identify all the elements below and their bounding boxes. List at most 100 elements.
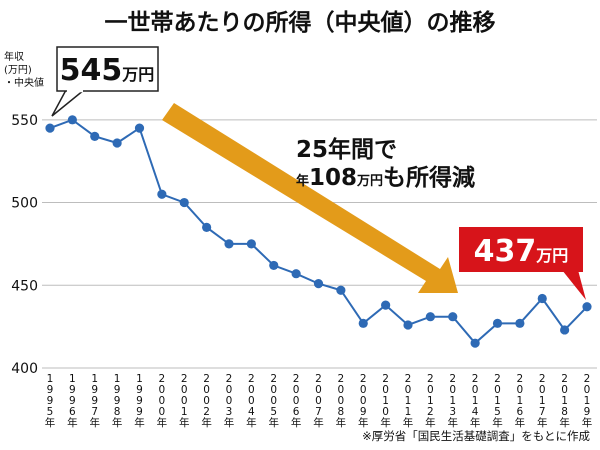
x-tick-char: 1 [405,395,412,407]
annotation-unit: 万円 [356,174,383,189]
x-tick-char: 0 [270,395,277,407]
x-tick-char: 2 [360,373,367,385]
data-point [492,318,503,328]
x-tick-char: 年 [403,416,414,429]
data-point [470,338,480,348]
chart-title: 一世帯あたりの所得（中央値）の推移 [105,9,496,36]
x-tick-char: 年 [67,416,78,429]
x-tick-char: 7 [539,406,546,418]
x-tick-char: 0 [203,395,210,407]
x-tick-char: 0 [338,395,345,407]
x-tick-char: 7 [315,406,322,418]
x-tick-char: 2 [203,406,210,418]
data-point [179,197,189,208]
x-tick-char: 0 [181,384,188,396]
x-tick-char: 9 [114,395,121,407]
data-point [67,115,77,125]
annotation-line-2: 年108万円も所得減 [296,164,475,191]
y-ticks: 400 450 500 550 [11,113,38,377]
x-tick-char: 0 [315,384,322,396]
x-tick-char: 6 [517,406,524,418]
x-tick-char: 1 [449,395,456,407]
x-tick-char: 9 [69,395,76,407]
x-tick-char: 3 [449,406,456,418]
x-tick-char: 0 [494,384,501,396]
x-tick-char: 8 [338,406,345,418]
x-tick-char: 年 [448,416,459,429]
end-callout-number: 437 [474,234,537,269]
start-callout-unit: 万円 [121,65,154,84]
x-tick-char: 0 [382,384,389,396]
data-point [336,285,346,295]
x-tick-char: 9 [584,406,591,418]
annotation-suffix: も所得減 [383,164,475,191]
x-tick-char: 2 [561,373,568,385]
data-point [112,138,122,148]
x-tick-char: 9 [136,384,143,396]
x-tick-char: 0 [539,384,546,396]
x-tick-char: 2 [226,373,233,385]
x-ticks: 1 9 9 5 年1 9 9 6 年1 9 9 7 年1 9 9 8 年1 9 9 9 年2 0 0 0 年2 0 0 1 年2 0 0 2 年… [45,373,593,429]
x-tick-char: 4 [472,406,479,418]
start-callout-label: 545万円 [60,53,155,88]
data-point [134,123,145,133]
x-tick-char: 0 [181,395,188,407]
x-tick-char: 5 [270,406,277,418]
start-callout-box [56,46,159,92]
end-callout-unit: 万円 [535,246,568,265]
x-tick-char: 年 [380,416,391,429]
x-tick-char: 1 [584,395,591,407]
x-tick-char: 年 [582,416,593,429]
x-tick-char: 2 [405,373,412,385]
x-tick-char: 0 [360,395,367,407]
end-callout-pointer [562,270,586,300]
x-tick-char: 年 [45,416,56,429]
x-tick-char: 2 [472,373,479,385]
x-tick-char: 6 [293,406,300,418]
x-tick-char: 1 [69,373,76,385]
x-tick-char: 1 [561,395,568,407]
start-callout-number: 545 [60,53,123,88]
x-tick-char: 3 [226,406,233,418]
x-tick-char: 0 [472,384,479,396]
trend-arrow-shape [162,103,458,293]
data-point [537,293,547,304]
x-tick-char: 年 [537,416,548,429]
x-tick-char: 年 [157,416,168,429]
end-callout-box [459,227,583,272]
x-tick-char: 6 [69,406,76,418]
x-tick-char: 年 [201,416,212,429]
data-point [269,260,279,271]
x-tick-char: 5 [47,406,54,418]
x-tick-char: 2 [338,373,345,385]
x-tick-char: 2 [539,373,546,385]
annotation-number: 108 [309,165,357,191]
data-point [425,312,435,322]
x-tick-char: 7 [91,406,98,418]
x-tick-char: 0 [159,384,166,396]
x-tick-char: 2 [159,373,166,385]
y-tick-label: 400 [11,361,38,377]
x-tick-char: 0 [382,406,389,418]
data-point [582,302,592,312]
x-tick-char: 年 [358,416,369,429]
decline-annotation: 25年間で 年108万円も所得減 [296,136,475,191]
x-tick-char: 2 [248,373,255,385]
end-callout-label: 437万円 [474,234,569,269]
x-tick-char: 0 [293,395,300,407]
x-tick-char: 0 [203,384,210,396]
data-point [313,279,324,289]
